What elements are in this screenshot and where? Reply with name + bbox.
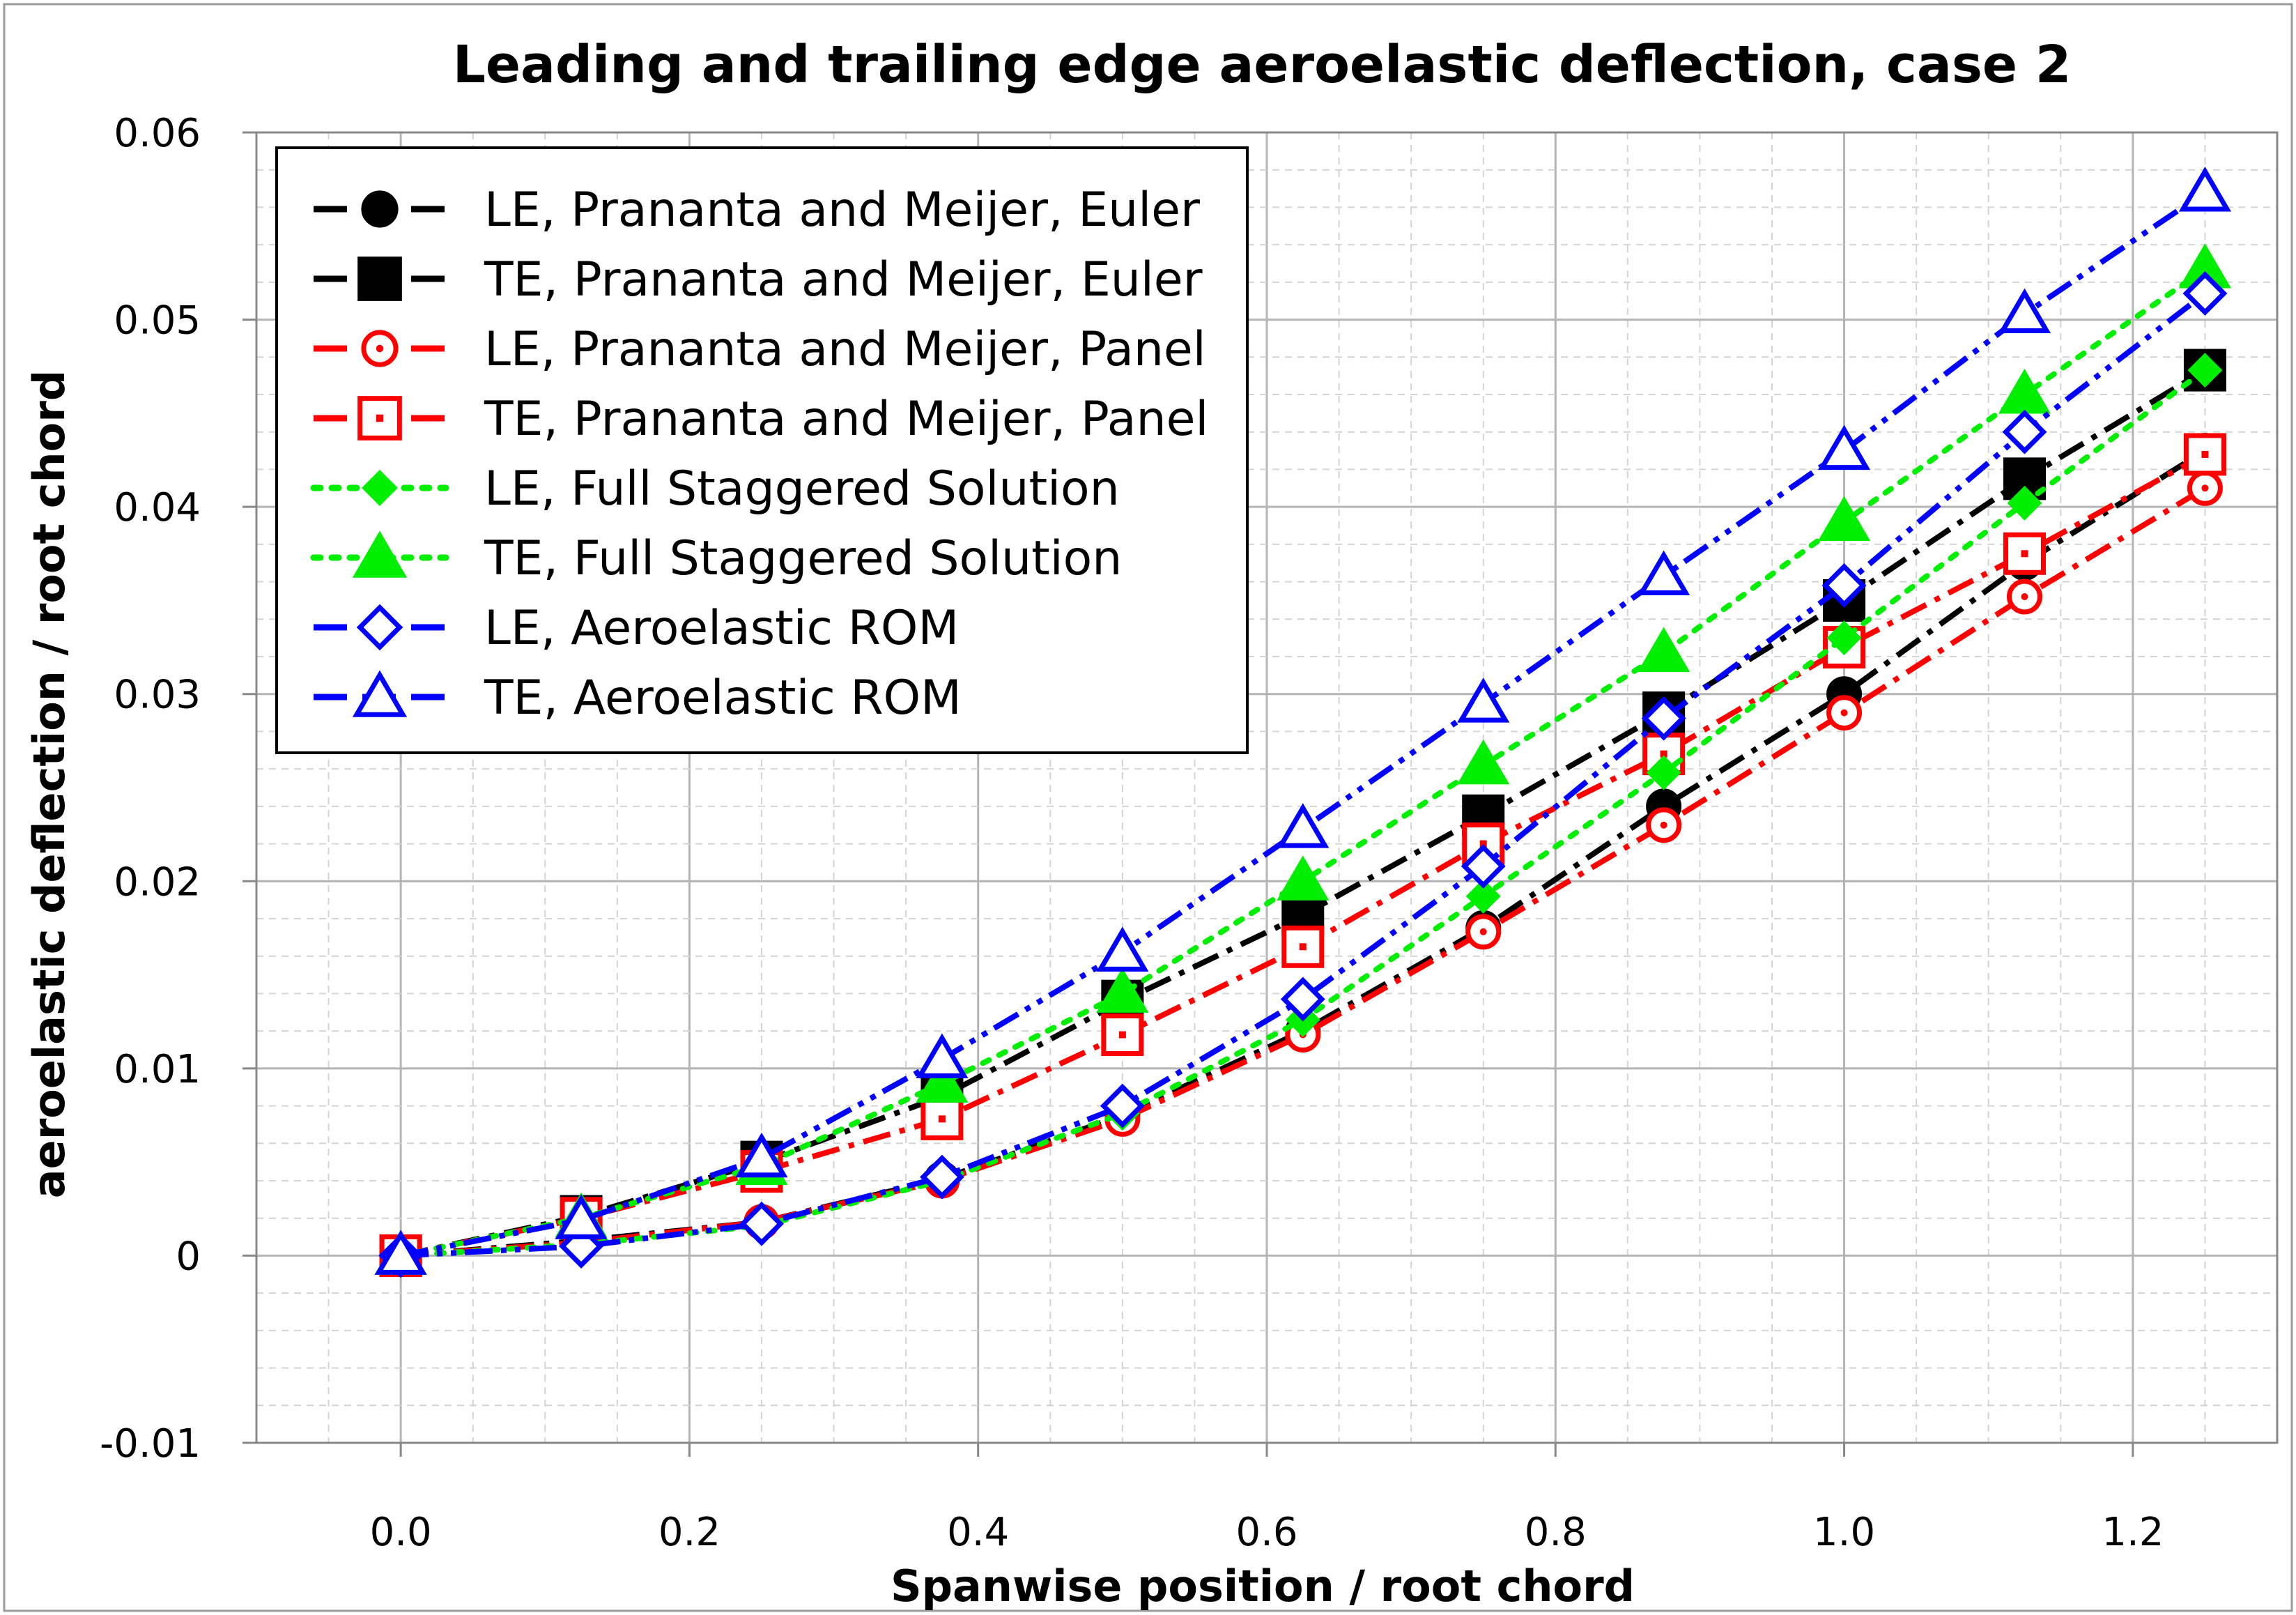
data-point <box>2007 485 2042 521</box>
legend-label: TE, Aeroelastic ROM <box>484 671 962 726</box>
data-point <box>2187 353 2223 388</box>
legend-item: LE, Prananta and Meijer, Euler <box>314 183 1200 238</box>
y-tick-label: 0.05 <box>114 298 201 344</box>
data-point-center <box>938 1115 946 1123</box>
data-point <box>1096 926 1149 972</box>
legend-item: TE, Full Staggered Solution <box>310 530 1122 586</box>
legend-label: LE, Prananta and Meijer, Panel <box>484 322 1206 377</box>
legend-label: TE, Full Staggered Solution <box>484 531 1122 586</box>
data-point <box>2003 532 2046 575</box>
data-point <box>1638 550 1690 596</box>
data-point <box>1457 678 1510 723</box>
data-point <box>1281 925 1325 968</box>
legend-label: TE, Prananta and Meijer, Panel <box>484 392 1208 447</box>
legend-marker <box>361 190 399 228</box>
data-point <box>1826 620 1862 656</box>
legend-box <box>275 146 1249 754</box>
legend-marker <box>362 470 398 506</box>
data-point-center <box>1299 943 1307 951</box>
x-tick-label: 1.2 <box>2102 1510 2164 1555</box>
data-point <box>1461 843 1506 889</box>
series-6 <box>378 271 2228 1278</box>
legend-item: LE, Prananta and Meijer, Panel <box>314 322 1206 377</box>
data-point <box>1465 878 1501 914</box>
x-tick-label: 0.0 <box>370 1510 432 1555</box>
data-point <box>1277 803 1330 848</box>
x-tick-label: 0.8 <box>1525 1510 1587 1555</box>
data-point <box>919 1154 964 1200</box>
y-tick-label: -0.01 <box>100 1421 201 1467</box>
x-tick-label: 0.2 <box>658 1510 721 1555</box>
data-point-center <box>2021 550 2028 558</box>
chart-title: Leading and trailing edge aeroelastic de… <box>453 35 2072 95</box>
data-point <box>916 1057 969 1103</box>
data-point <box>1998 288 2051 334</box>
legend-marker <box>356 604 403 651</box>
legend-marker <box>352 530 408 578</box>
data-point <box>1638 627 1690 673</box>
legend-marker <box>357 257 402 301</box>
legend-item: LE, Full Staggered Solution <box>310 461 1120 516</box>
data-point <box>916 1033 969 1078</box>
data-point-center <box>2201 484 2209 492</box>
data-point <box>1641 696 1686 741</box>
data-point <box>739 1201 784 1246</box>
x-tick-label: 0.6 <box>1235 1510 1297 1555</box>
legend-label: LE, Full Staggered Solution <box>484 461 1120 516</box>
data-point <box>1457 739 1510 785</box>
data-point <box>735 1132 788 1178</box>
data-point-center <box>1840 709 1848 717</box>
y-tick-label: 0.04 <box>114 485 201 530</box>
y-tick-label: 0.02 <box>114 859 201 905</box>
series-group <box>374 166 2232 1278</box>
data-point-center <box>2021 593 2028 601</box>
data-point <box>374 1230 427 1275</box>
data-point-center <box>1479 928 1487 935</box>
legend-item: TE, Prananta and Meijer, Euler <box>314 252 1203 307</box>
data-point <box>1817 496 1871 542</box>
y-tick-label: 0.06 <box>114 111 201 156</box>
data-point <box>1817 424 1871 470</box>
data-point <box>1096 967 1149 1013</box>
data-point <box>555 1194 608 1239</box>
x-tick-label: 0.4 <box>947 1510 1009 1555</box>
series-line <box>400 190 2207 1259</box>
legend-label: LE, Aeroelastic ROM <box>484 601 959 656</box>
legend-marker-center <box>376 414 384 422</box>
data-point <box>1821 562 1867 608</box>
legend-marker <box>352 670 408 717</box>
legend-marker-center <box>376 344 384 353</box>
legend-item: LE, Aeroelastic ROM <box>314 601 959 656</box>
y-tick-label: 0 <box>176 1234 201 1279</box>
data-point <box>2002 409 2047 454</box>
data-point-center <box>2201 450 2209 458</box>
data-point-center <box>1660 750 1667 758</box>
legend-label: TE, Prananta and Meijer, Euler <box>484 252 1203 307</box>
data-point <box>1100 1083 1145 1128</box>
y-tick-label: 0.01 <box>114 1047 201 1092</box>
data-point-center <box>1479 840 1487 848</box>
data-point-center <box>1118 1031 1126 1039</box>
x-tick-label: 1.0 <box>1813 1510 1875 1555</box>
data-point <box>1280 977 1325 1022</box>
data-point <box>1277 855 1330 901</box>
data-point-center <box>1660 821 1667 829</box>
ticks: 0.0 0.2 0.4 0.6 0.8 1.0 1.2 -0.01 0 0.01 0.02 0.03 0… <box>100 111 2164 1555</box>
data-point <box>1646 755 1681 790</box>
legend-item: TE, Prananta and Meijer, Panel <box>314 392 1208 447</box>
y-axis-label: aeroelastic deflection / root chord <box>24 370 75 1198</box>
data-point <box>2178 166 2232 212</box>
legend-item: TE, Aeroelastic ROM <box>314 670 962 726</box>
series-3 <box>379 433 2226 1277</box>
series-7 <box>374 166 2232 1275</box>
x-axis-label: Spanwise position / root chord <box>891 1561 1635 1612</box>
legend-label: LE, Prananta and Meijer, Euler <box>484 183 1200 238</box>
y-tick-label: 0.03 <box>114 673 201 718</box>
data-point <box>2182 271 2228 316</box>
legend: LE, Prananta and Meijer, Euler TE, Pranan… <box>275 146 1249 754</box>
